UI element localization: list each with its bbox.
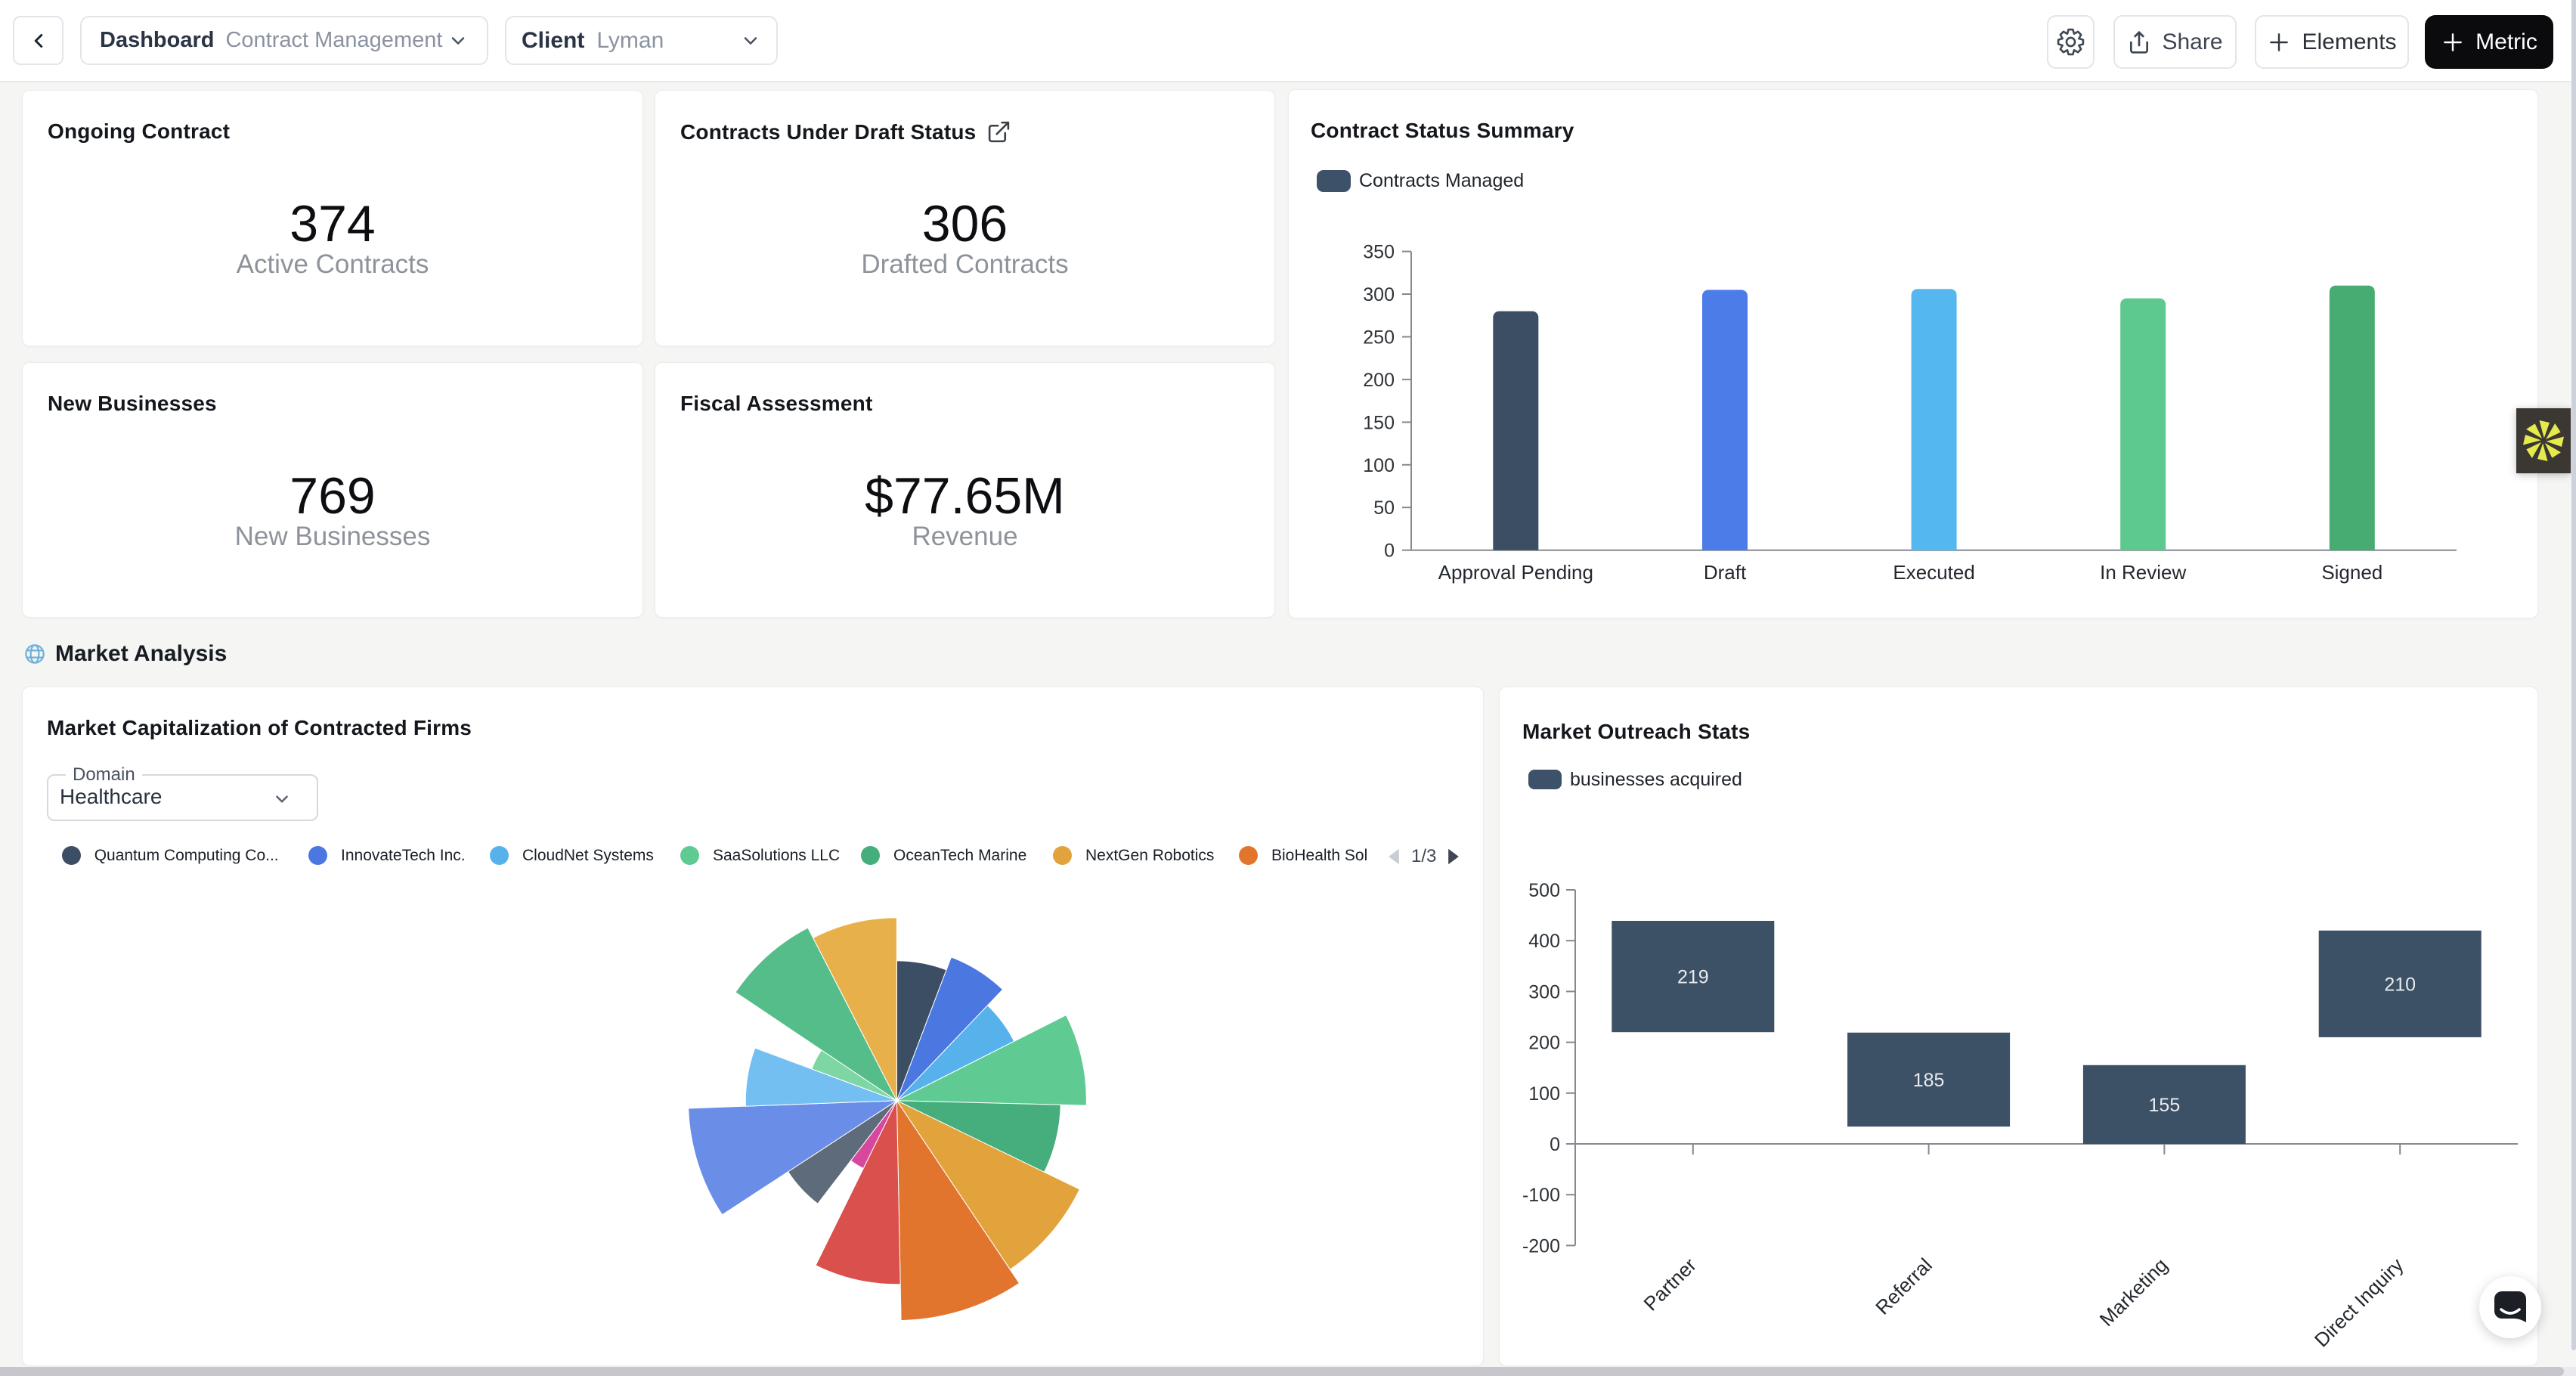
svg-text:Signed: Signed (2321, 561, 2382, 584)
svg-text:500: 500 (1528, 880, 1560, 901)
svg-text:Approval Pending: Approval Pending (1438, 561, 1593, 584)
svg-text:210: 210 (2384, 974, 2416, 995)
svg-text:300: 300 (1363, 284, 1395, 305)
svg-text:350: 350 (1363, 242, 1395, 263)
svg-text:-100: -100 (1522, 1185, 1560, 1206)
svg-text:0: 0 (1550, 1134, 1560, 1155)
svg-text:Marketing: Marketing (2095, 1254, 2172, 1331)
svg-text:50: 50 (1373, 497, 1395, 519)
svg-text:400: 400 (1528, 931, 1560, 952)
svg-text:Draft: Draft (1704, 561, 1747, 584)
svg-text:150: 150 (1363, 412, 1395, 433)
svg-text:185: 185 (1913, 1070, 1945, 1091)
svg-text:In Review: In Review (2100, 561, 2186, 584)
svg-text:Partner: Partner (1639, 1254, 1701, 1316)
svg-text:Executed: Executed (1893, 561, 1974, 584)
svg-text:200: 200 (1363, 370, 1395, 391)
svg-text:219: 219 (1677, 967, 1709, 988)
svg-text:250: 250 (1363, 327, 1395, 349)
svg-text:300: 300 (1528, 981, 1560, 1003)
svg-text:100: 100 (1363, 455, 1395, 476)
svg-text:100: 100 (1528, 1083, 1560, 1105)
svg-text:155: 155 (2149, 1095, 2181, 1116)
svg-text:0: 0 (1384, 541, 1395, 562)
svg-text:Direct Inquiry: Direct Inquiry (2310, 1254, 2408, 1352)
svg-text:Referral: Referral (1871, 1254, 1937, 1319)
svg-text:-200: -200 (1522, 1235, 1560, 1257)
svg-text:200: 200 (1528, 1033, 1560, 1054)
